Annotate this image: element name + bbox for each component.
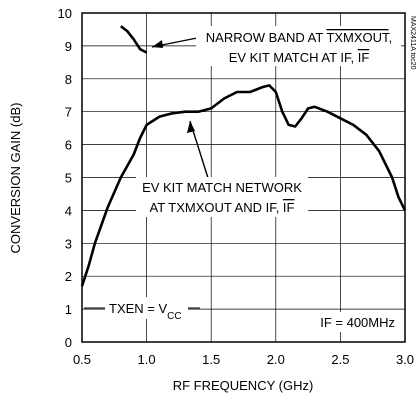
label-bg <box>306 312 400 332</box>
y-tick-label: 3 <box>65 236 72 251</box>
annotation-backgrounds <box>105 26 401 332</box>
annotation: TXEN = VCC <box>109 301 182 322</box>
y-tick-label: 7 <box>65 105 72 120</box>
x-tick-label: 2.0 <box>267 352 285 367</box>
y-tick-label: 6 <box>65 138 72 153</box>
annotation: EV KIT MATCH NETWORK <box>142 180 302 195</box>
annotation: NARROW BAND AT TXMXOUT, <box>206 30 392 45</box>
annotation-text: EV KIT MATCH AT IF, <box>229 50 358 65</box>
annotation-text: TXEN = V <box>109 301 167 316</box>
x-axis-title: RF FREQUENCY (GHz) <box>173 378 314 393</box>
data-line <box>120 25 148 54</box>
y-tick-label: 0 <box>65 335 72 350</box>
x-tick-label: 0.5 <box>73 352 91 367</box>
annotation-text: CC <box>167 311 181 322</box>
label-bg <box>136 177 308 217</box>
annotation-text: EV KIT MATCH NETWORK <box>142 180 302 195</box>
annotation-text: IF <box>283 200 295 215</box>
y-tick-label: 10 <box>58 6 72 21</box>
annotation-text: AT TXMXOUT AND IF, <box>150 200 283 215</box>
annotation-text: IF = 400MHz <box>320 315 395 330</box>
annotation-text: TXMXOUT <box>326 30 390 45</box>
y-tick-label: 9 <box>65 39 72 54</box>
figure-id: MAX2411A toc20 <box>409 16 416 70</box>
y-tick-label: 8 <box>65 72 72 87</box>
annotation-text: , <box>389 30 393 45</box>
data-line <box>80 84 407 287</box>
y-tick-label: 1 <box>65 302 72 317</box>
arrowhead <box>152 40 163 48</box>
label-bg <box>196 26 401 66</box>
y-tick-label: 2 <box>65 269 72 284</box>
annotation: IF = 400MHz <box>320 315 395 330</box>
x-tick-label: 3.0 <box>396 352 414 367</box>
annotation: AT TXMXOUT AND IF, IF <box>150 200 295 215</box>
annotation-text: IF <box>358 50 370 65</box>
label-bg <box>105 297 188 319</box>
x-tick-label: 1.5 <box>202 352 220 367</box>
y-tick-label: 5 <box>65 171 72 186</box>
annotation: EV KIT MATCH AT IF, IF <box>229 50 370 65</box>
y-tick-label: 4 <box>65 203 72 218</box>
x-tick-label: 2.5 <box>331 352 349 367</box>
y-axis-title: CONVERSION GAIN (dB) <box>8 103 23 254</box>
x-tick-label: 1.0 <box>138 352 156 367</box>
arrowhead <box>187 121 195 133</box>
annotation-text: NARROW BAND AT <box>206 30 327 45</box>
